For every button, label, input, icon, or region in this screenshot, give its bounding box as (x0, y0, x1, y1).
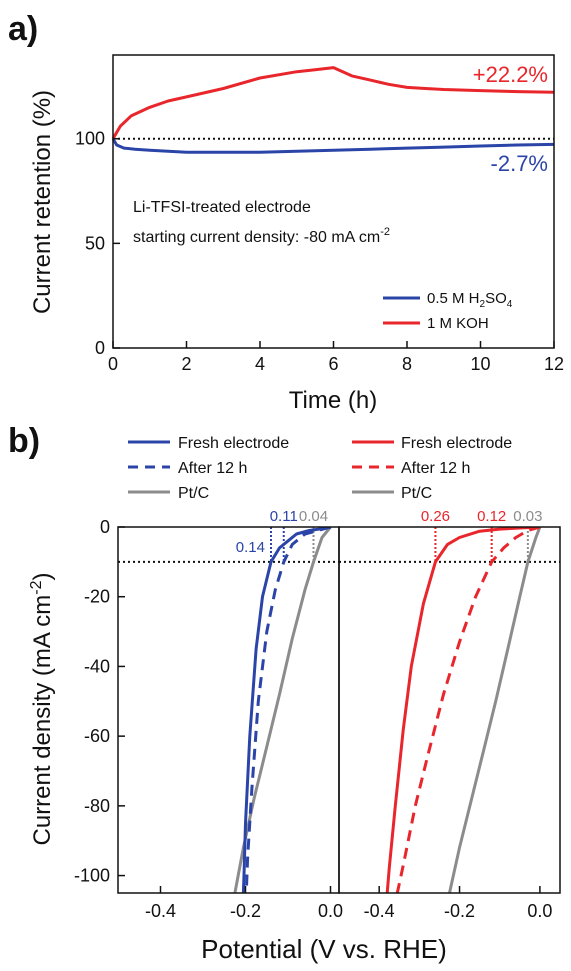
panel-a-xtick-label: 2 (181, 354, 191, 374)
panel-b-ylabel-superscript: -2 (28, 580, 45, 594)
panel-a-end-label-blue: -2.7% (491, 151, 548, 176)
panel-a-ytick-label: 0 (95, 338, 105, 358)
panel-b-xlabel: Potential (V vs. RHE) (201, 934, 447, 964)
panel-label-a: a) (8, 10, 38, 48)
panel-b-marker-label: 0.04 (299, 508, 328, 525)
panel-b-ylabel-main: Current density (mA cm (29, 595, 56, 846)
panel-b-xtick-label: -0.4 (145, 901, 176, 921)
legend-blue-fresh-label: Fresh electrode (178, 435, 289, 452)
legend-label-h2so4: 0.5 M H2SO4 (427, 290, 513, 310)
panel-b-ytick-label: -20 (84, 587, 110, 607)
panel-a-xtick-label: 6 (328, 354, 338, 374)
legend-red-after-label: After 12 h (401, 460, 470, 477)
panel-a-series-0-line (111, 137, 555, 154)
legend-h2so4-sub1: 2 (480, 299, 486, 310)
panel-b-series-group (385, 527, 542, 893)
panel-b-ytick-label: 0 (100, 517, 110, 537)
panel-a-end-label-red: +22.2% (473, 62, 548, 87)
panel-b-ytick-label: -80 (84, 796, 110, 816)
legend-h2so4-main: 0.5 M H (427, 290, 480, 307)
panel-b-series-line (385, 527, 540, 893)
panel-a-xtick-label: 4 (255, 354, 265, 374)
panel-b-chart: Fresh electrode After 12 h Pt/C Fresh el… (28, 435, 561, 964)
panel-b-ytick-label: -60 (84, 726, 110, 746)
panel-b-marker-label: 0.11 (270, 508, 298, 525)
panel-b-series-line (395, 527, 541, 893)
panel-a-chart: 0 2 4 6 8 10 12 0 50 100 Li-TFSI-treated electrod… (29, 54, 564, 414)
panel-b-series-line (244, 527, 331, 893)
panel-a-series-1-line (111, 66, 555, 140)
panel-b-xtick-label: -0.4 (364, 901, 395, 921)
panel-b-xtick-label: -0.2 (230, 901, 261, 921)
panel-b-legend-right: Fresh electrode After 12 h Pt/C (352, 435, 512, 502)
panel-a-annotation-line2: starting current density: -80 mA cm-2 (133, 226, 390, 246)
panel-a-ylabel: Current retention (%) (29, 90, 56, 314)
panel-b-series-group (233, 527, 332, 893)
panel-a-xtick-label: 8 (402, 354, 412, 374)
panel-b-marker-label: 0.03 (513, 508, 542, 525)
panel-a-xtick-label: 10 (470, 354, 490, 374)
legend-blue-after-label: After 12 h (178, 460, 247, 477)
legend-h2so4-mid: SO (485, 290, 507, 307)
panel-a-ytick-label: 50 (85, 233, 105, 253)
panel-a-annotation-superscript: -2 (380, 226, 390, 238)
panel-b-series-line (241, 527, 331, 893)
panel-a-annotation-line2-main: starting current density: -80 mA cm (133, 229, 380, 246)
panel-b-series-line (448, 527, 542, 893)
legend-red-fresh-label: Fresh electrode (401, 435, 512, 452)
panel-a-xtick-label: 0 (108, 354, 118, 374)
panel-b-xtick-label: 0.0 (318, 901, 343, 921)
panel-b-marker-label: 0.26 (421, 508, 450, 525)
panel-b-series-line (233, 527, 332, 893)
panel-b-ytick-label: -40 (84, 656, 110, 676)
panel-b-right-frame (338, 526, 561, 894)
panel-b-marker-label: 0.12 (477, 508, 506, 525)
panel-b-xtick-label: -0.2 (444, 901, 475, 921)
legend-label-koh: 1 M KOH (427, 315, 489, 332)
panel-b-xtick-label: 0.0 (527, 901, 552, 921)
panel-a-xtick-label: 12 (544, 354, 564, 374)
panel-a-annotation-line1: Li-TFSI-treated electrode (133, 199, 311, 216)
panel-a-ytick-label: 100 (75, 129, 105, 149)
panel-label-b: b) (8, 422, 40, 460)
legend-red-ptc-label: Pt/C (401, 485, 432, 502)
panel-b-ylabel: Current density (mA cm-2) (28, 573, 56, 846)
panel-b-legend-left: Fresh electrode After 12 h Pt/C (128, 435, 289, 502)
legend-h2so4-sub2: 4 (507, 299, 513, 310)
panel-b-ytick-label: -100 (74, 866, 110, 886)
legend-blue-ptc-label: Pt/C (178, 485, 209, 502)
panel-b-ylabel-close: ) (29, 573, 56, 581)
panel-b-marker-label: 0.14 (236, 539, 265, 556)
panel-a-xlabel: Time (h) (289, 387, 377, 414)
